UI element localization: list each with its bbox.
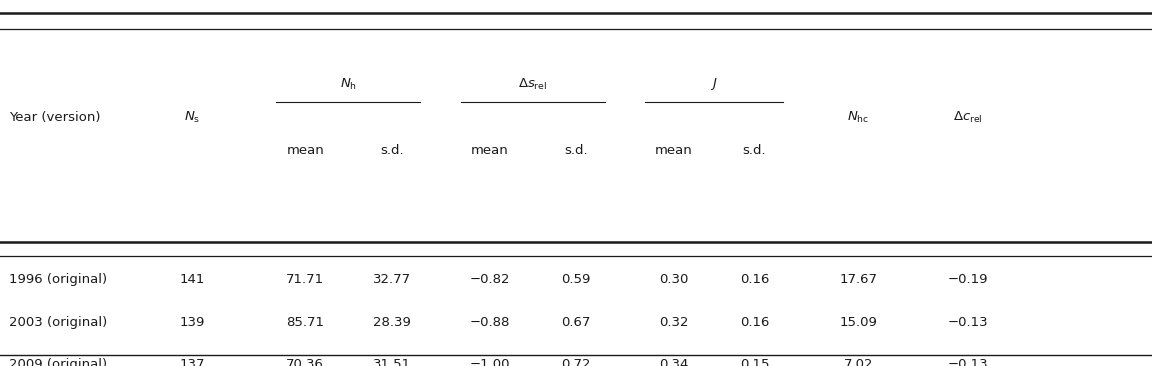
Text: $N_{\mathrm{s}}$: $N_{\mathrm{s}}$	[184, 109, 200, 125]
Text: $J$: $J$	[711, 76, 718, 92]
Text: 0.34: 0.34	[659, 358, 689, 366]
Text: 2003 (original): 2003 (original)	[9, 315, 107, 329]
Text: 2009 (original): 2009 (original)	[9, 358, 107, 366]
Text: 70.36: 70.36	[287, 358, 324, 366]
Text: 0.15: 0.15	[740, 358, 770, 366]
Text: $N_{\mathrm{hc}}$: $N_{\mathrm{hc}}$	[847, 109, 870, 125]
Text: −0.82: −0.82	[469, 273, 510, 287]
Text: 1996 (original): 1996 (original)	[9, 273, 107, 287]
Text: s.d.: s.d.	[380, 143, 403, 157]
Text: −1.00: −1.00	[469, 358, 510, 366]
Text: mean: mean	[655, 143, 692, 157]
Text: 0.59: 0.59	[561, 273, 591, 287]
Text: Year (version): Year (version)	[9, 111, 100, 124]
Text: 31.51: 31.51	[372, 358, 411, 366]
Text: 0.16: 0.16	[740, 315, 770, 329]
Text: 15.09: 15.09	[840, 315, 877, 329]
Text: 7.02: 7.02	[843, 358, 873, 366]
Text: mean: mean	[287, 143, 324, 157]
Text: 0.30: 0.30	[659, 273, 689, 287]
Text: s.d.: s.d.	[743, 143, 766, 157]
Text: −0.13: −0.13	[947, 358, 988, 366]
Text: $N_{\mathrm{h}}$: $N_{\mathrm{h}}$	[340, 76, 357, 92]
Text: $\Delta c_{\mathrm{rel}}$: $\Delta c_{\mathrm{rel}}$	[953, 109, 983, 125]
Text: 0.16: 0.16	[740, 273, 770, 287]
Text: 85.71: 85.71	[287, 315, 324, 329]
Text: −0.88: −0.88	[469, 315, 510, 329]
Text: 137: 137	[180, 358, 205, 366]
Text: 141: 141	[180, 273, 205, 287]
Text: 0.32: 0.32	[659, 315, 689, 329]
Text: 28.39: 28.39	[373, 315, 410, 329]
Text: 139: 139	[180, 315, 205, 329]
Text: 17.67: 17.67	[840, 273, 877, 287]
Text: −0.13: −0.13	[947, 315, 988, 329]
Text: 0.72: 0.72	[561, 358, 591, 366]
Text: $\Delta s_{\mathrm{rel}}$: $\Delta s_{\mathrm{rel}}$	[518, 76, 547, 92]
Text: mean: mean	[471, 143, 508, 157]
Text: −0.19: −0.19	[947, 273, 988, 287]
Text: s.d.: s.d.	[564, 143, 588, 157]
Text: 0.67: 0.67	[561, 315, 591, 329]
Text: 32.77: 32.77	[372, 273, 411, 287]
Text: 71.71: 71.71	[286, 273, 325, 287]
